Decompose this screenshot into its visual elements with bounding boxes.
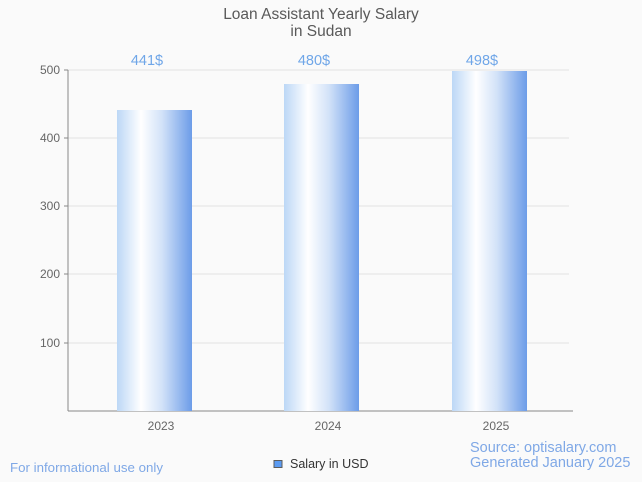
svg-text:400: 400 xyxy=(40,131,60,145)
svg-text:2024: 2024 xyxy=(315,419,342,433)
svg-text:100: 100 xyxy=(40,336,60,350)
svg-text:300: 300 xyxy=(40,199,60,213)
svg-text:441$: 441$ xyxy=(131,53,163,69)
svg-text:498$: 498$ xyxy=(466,53,498,69)
svg-text:500: 500 xyxy=(40,63,60,77)
svg-text:480$: 480$ xyxy=(298,53,330,69)
svg-text:2023: 2023 xyxy=(148,419,175,433)
svg-text:200: 200 xyxy=(40,267,60,281)
svg-text:2025: 2025 xyxy=(483,419,510,433)
